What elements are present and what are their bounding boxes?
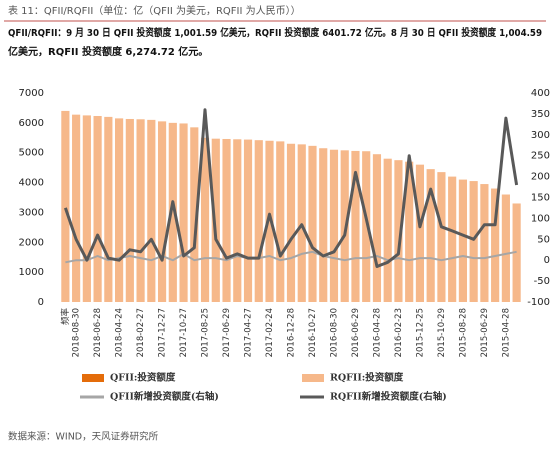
bar — [426, 169, 435, 302]
x-tick-label: 2017-12-27 — [158, 308, 168, 357]
x-tick-label: 2017-08-25 — [201, 308, 211, 357]
bar — [211, 138, 220, 302]
bar — [136, 119, 145, 302]
y-tick-label: 4000 — [19, 178, 44, 189]
legend-swatch — [82, 374, 104, 382]
x-tick-label: 2018-06-28 — [93, 308, 103, 357]
x-tick-label: 2016-06-29 — [351, 308, 361, 357]
bar — [104, 116, 113, 302]
bar — [72, 114, 81, 303]
y-tick-label: 6000 — [19, 118, 44, 129]
x-tick-label: 2017-06-29 — [222, 308, 232, 357]
bar — [405, 161, 414, 302]
bar — [125, 118, 134, 303]
bar — [276, 141, 285, 302]
bar — [469, 181, 478, 302]
x-tick-label: 2017-02-24 — [265, 308, 275, 357]
bar — [265, 140, 274, 302]
x-tick-label: 2016-04-28 — [372, 308, 382, 357]
legend-label: RQFII:投资额度 — [330, 372, 404, 384]
bar — [329, 149, 339, 302]
x-tick-label: 频率 — [60, 308, 71, 326]
y2-tick-label: 50 — [537, 234, 550, 245]
bar — [297, 144, 306, 302]
bar — [351, 150, 360, 302]
subtitle: QFII/RQFII：9 月 30 日 QFII 投资额度 1,001.59 亿… — [8, 26, 542, 39]
line — [65, 250, 517, 264]
y2-tick-label: 300 — [531, 130, 550, 141]
source: 数据来源：WIND，天风证券研究所 — [8, 431, 159, 443]
y2-tick-label: 0 — [544, 255, 550, 266]
y-tick-label: 7000 — [19, 88, 44, 99]
chart-title: 表 11：QFII/RQFII（单位：亿（QFII 为美元，RQFII 为人民币… — [8, 4, 301, 17]
x-tick-label: 2015-06-29 — [480, 308, 490, 357]
y2-tick-label: 200 — [531, 172, 550, 183]
bar — [147, 119, 156, 302]
bar — [383, 158, 392, 302]
x-tick-label: 2018-08-30 — [72, 308, 82, 357]
x-tick-label: 2015-10-29 — [437, 308, 447, 357]
legend-label: QFII:投资额度 — [110, 372, 176, 384]
y2-tick-label: -100 — [527, 297, 550, 308]
bar — [157, 121, 167, 302]
bar — [243, 139, 253, 302]
x-tick-label: 2016-08-30 — [329, 308, 339, 357]
bar — [362, 151, 371, 302]
x-tick-label: 2015-08-28 — [458, 308, 468, 357]
bar — [394, 160, 403, 302]
bar — [501, 194, 510, 302]
x-tick-label: 2016-12-28 — [287, 308, 297, 357]
y-tick-label: 1000 — [19, 267, 44, 278]
y2-tick-label: 100 — [531, 213, 550, 224]
bar — [254, 140, 263, 302]
bar — [372, 154, 382, 302]
y-tick-label: 3000 — [19, 207, 44, 218]
bar — [491, 188, 500, 302]
bar — [179, 123, 188, 302]
y2-tick-label: 350 — [531, 109, 550, 120]
bar — [308, 145, 317, 302]
y-tick-label: 0 — [38, 297, 44, 308]
bar — [480, 184, 489, 302]
bar — [82, 115, 91, 303]
bar — [448, 176, 457, 302]
x-tick-label: 2017-04-27 — [244, 308, 254, 357]
bar — [286, 143, 296, 302]
x-tick-label: 2017-10-27 — [179, 308, 189, 357]
bar — [168, 122, 177, 302]
x-tick-label: 2015-04-28 — [501, 308, 511, 357]
bar — [458, 179, 467, 302]
legend-swatch — [302, 374, 324, 382]
y2-tick-label: 150 — [531, 193, 550, 204]
x-tick-label: 2018-04-24 — [115, 308, 125, 357]
bar — [61, 110, 70, 303]
bar — [190, 127, 199, 302]
y-tick-label: 2000 — [19, 237, 44, 248]
bar — [415, 164, 425, 302]
x-tick-label: 2015-12-25 — [415, 308, 425, 357]
bar — [93, 115, 102, 303]
bar — [200, 137, 210, 302]
legend-label: RQFII新增投资额度(右轴) — [330, 391, 447, 403]
bar — [319, 148, 328, 302]
y2-tick-label: 400 — [531, 88, 550, 99]
x-tick-label: 2016-10-27 — [308, 308, 318, 357]
bar — [437, 172, 446, 302]
bar — [222, 138, 231, 302]
y2-tick-label: -50 — [534, 276, 550, 287]
x-tick-label: 2016-02-23 — [394, 308, 404, 357]
legend-label: QFII新增投资额度(右轴) — [110, 391, 219, 403]
subtitle: 亿美元，RQFII 投资额度 6,274.72 亿元。 — [8, 45, 208, 58]
line — [63, 108, 519, 268]
bar — [233, 139, 242, 302]
bar — [115, 118, 124, 302]
x-tick-label: 2018-02-27 — [136, 308, 146, 357]
y2-tick-label: 250 — [531, 151, 550, 162]
y-tick-label: 5000 — [19, 148, 44, 159]
